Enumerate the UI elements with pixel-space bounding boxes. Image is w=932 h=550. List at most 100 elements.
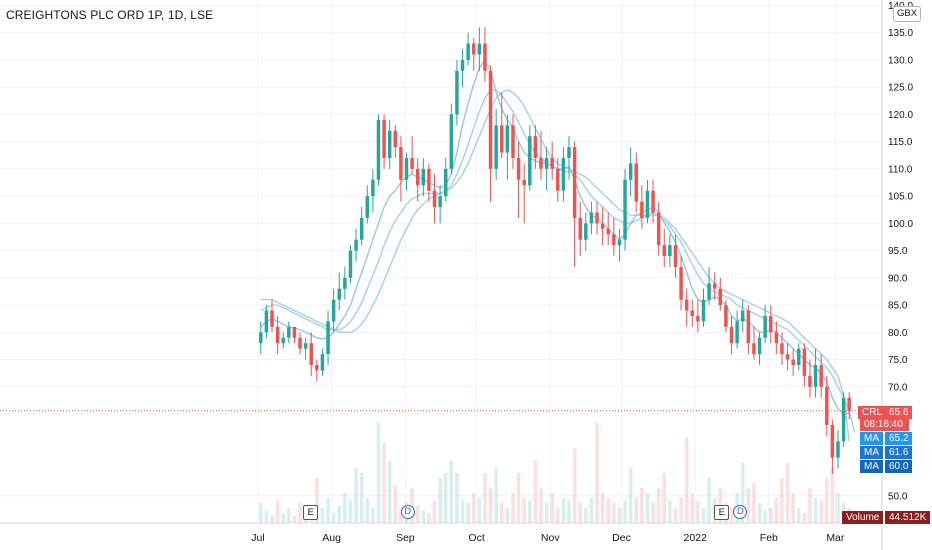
dividend-marker[interactable]: D <box>400 505 415 519</box>
candle-body <box>724 305 728 327</box>
candle-body <box>735 321 739 344</box>
candle-body <box>561 157 566 191</box>
ma2-label: MA <box>860 446 883 459</box>
candle-body <box>343 277 347 289</box>
candles <box>259 27 851 474</box>
candle-body <box>729 326 734 344</box>
time-tick-label: 2022 <box>684 532 708 544</box>
candle-body <box>466 43 470 60</box>
candle-body <box>359 217 364 240</box>
price-tick-label: 135.0 <box>888 28 913 39</box>
volume-bar <box>427 513 431 523</box>
volume-bar <box>780 478 784 523</box>
volume-bar <box>774 498 779 523</box>
volume-bar <box>623 500 627 523</box>
price-tick-label: 70.0 <box>888 382 908 393</box>
candle-body <box>785 354 790 360</box>
ma3-label: MA <box>860 460 883 473</box>
volume-bar <box>797 508 801 523</box>
volume-bar <box>472 493 476 523</box>
volume-bar <box>701 508 706 523</box>
volume-bar <box>449 460 454 523</box>
candle-body <box>774 332 779 344</box>
candle-body <box>259 332 263 344</box>
candle-body <box>539 157 543 169</box>
ma-line-1 <box>260 58 850 415</box>
candle-body <box>382 119 386 158</box>
price-tick-label: 95.0 <box>888 246 908 257</box>
volume-bar <box>696 500 700 523</box>
volume-bar <box>337 505 341 523</box>
volume-bar <box>432 500 437 523</box>
volume-bar <box>628 468 633 523</box>
volume-bar <box>516 473 521 523</box>
volume-bar <box>595 423 599 523</box>
ma2-value: 61.6 <box>885 446 913 459</box>
volume-bar <box>679 498 683 523</box>
volume-bar <box>757 503 762 523</box>
volume-bar <box>331 513 336 523</box>
candle-body <box>460 59 465 71</box>
currency-badge[interactable]: GBX <box>893 6 921 22</box>
candle-body <box>550 157 554 169</box>
candle-body <box>477 43 482 55</box>
candle-body <box>544 157 549 169</box>
volume-bar <box>275 500 280 523</box>
volume-bar <box>494 468 498 523</box>
price-tick-label: 125.0 <box>888 83 913 94</box>
time-tick-label: Jul <box>251 532 264 544</box>
volume-bar <box>354 468 358 523</box>
volume-bar <box>656 488 661 523</box>
volume-bar <box>371 508 375 523</box>
candle-body <box>483 43 487 71</box>
candle-body <box>331 299 336 322</box>
volume-bar <box>645 493 650 523</box>
volume-bar <box>561 498 566 523</box>
candle-body <box>567 147 571 158</box>
candle-body <box>819 365 823 387</box>
candle-body <box>393 130 398 148</box>
candle-body <box>303 343 308 349</box>
volume-bar <box>393 485 398 523</box>
candle-body <box>455 70 459 115</box>
candle-body <box>387 130 392 158</box>
candle-body <box>472 43 476 55</box>
volume-bar <box>707 478 711 523</box>
candle-body <box>432 190 437 208</box>
volume-bar <box>785 463 790 523</box>
ma1-label: MA <box>860 432 883 445</box>
volume-label: Volume <box>842 511 884 524</box>
volume-bars <box>259 423 851 523</box>
volume-bar <box>746 488 751 523</box>
candle-body <box>556 168 560 191</box>
price-tick-label: 50.0 <box>888 491 908 502</box>
price-tick-label: 120.0 <box>888 110 913 121</box>
earnings-marker[interactable]: E <box>714 505 730 520</box>
candle-body <box>617 239 622 246</box>
candle-body <box>612 234 616 246</box>
volume-bar <box>292 515 297 523</box>
candle-body <box>780 343 784 355</box>
candle-body <box>752 343 756 355</box>
time-tick-label: Mar <box>826 532 845 544</box>
volume-bar <box>343 493 347 523</box>
dividend-marker[interactable]: D <box>733 505 748 519</box>
candle-body <box>449 114 454 169</box>
candle-body <box>337 288 341 300</box>
volume-bar <box>264 510 269 523</box>
candle-body <box>584 223 588 240</box>
candle-body <box>769 315 773 333</box>
volume-bar <box>483 473 487 523</box>
candle-body <box>595 212 599 224</box>
candle-body <box>662 245 667 257</box>
candle-body <box>791 359 795 366</box>
candle-body <box>712 283 717 289</box>
earnings-marker[interactable]: E <box>303 505 319 520</box>
candle-body <box>404 157 409 180</box>
candle-body <box>847 397 851 411</box>
candle-body <box>376 119 381 180</box>
volume-bar <box>572 448 577 523</box>
candle-body <box>371 179 375 197</box>
ma-line-3 <box>260 89 850 442</box>
